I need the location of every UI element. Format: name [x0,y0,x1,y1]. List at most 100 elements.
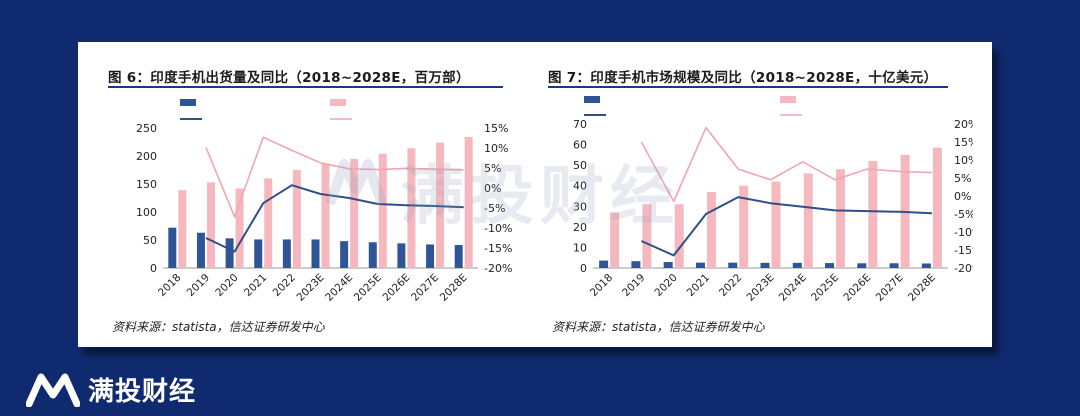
bar-smart [836,169,846,268]
bar-feature [254,239,263,268]
bar-feature [282,239,291,268]
x-tick-label: 2023E [295,272,327,304]
x-tick-label: 2020 [652,272,679,299]
bar-smart [610,212,620,268]
bar-feature [760,262,770,268]
x-tick-label: 2019 [620,272,647,299]
x-tick-label: 2027E [409,272,441,304]
right-chart-title: 图 7：印度手机市场规模及同比（2018~2028E，十亿美元） [548,70,938,86]
y2-tick-label: -10% [954,226,973,239]
y2-tick-label: -20% [954,262,973,275]
x-tick-label: 2024E [777,272,809,304]
bar-smart [642,204,652,268]
legend-swatch-bar-feature [584,96,600,103]
y-tick-label: 40 [573,180,587,193]
bar-feature [631,261,641,268]
bar-feature [368,242,377,268]
left-chart: 0 50 100 150 200 250 -20% -15% -10% -5% 0% 5% 10% 15%… [136,99,512,304]
bar-feature [921,263,931,268]
right-title-rule [548,86,948,88]
x-tick-label: 2027E [874,272,906,304]
y-tick-label: 70 [573,118,587,131]
y2-tick-label: 10% [484,142,508,155]
y2-tick-label: 20% [954,118,973,131]
bar-smart [674,204,684,268]
y-tick-label: 50 [143,234,157,247]
legend-swatch-bar-smart [330,99,346,106]
x-tick-label: 2019 [185,272,212,299]
bar-feature [426,244,435,268]
legend-swatch-bar-feature [180,99,196,106]
bar-feature [889,263,899,268]
brand-footer: 满投财经 [26,370,196,408]
brand-name: 满投财经 [88,376,197,407]
y2-tick-label: 5% [484,162,501,175]
y2-tick-label: -5% [954,208,973,221]
y2-tick-label: 10% [954,154,973,167]
y2-tick-label: -20% [484,262,512,275]
y-tick-label: 250 [136,122,157,135]
figure-card: 图 6：印度手机出货量及同比（2018~2028E，百万部） 0 50 100 150… [78,42,992,347]
y2-tick-label: 5% [954,172,971,185]
y2-tick-label: 0% [484,182,501,195]
bar-feature [311,239,320,268]
y2-tick-label: -15% [954,244,973,257]
bar-feature [340,241,349,268]
bar-smart [868,161,878,268]
bar-smart [292,170,301,268]
bar-smart [264,178,273,268]
y2-tick-label: 15% [484,122,508,135]
bar-feature [397,243,406,268]
bar-feature [196,232,205,268]
right-chart: 0 10 20 30 40 50 60 70 -20% -15% -10% -5% 0% 5% 10% 15%… [573,96,973,304]
x-tick-label: 2026E [380,272,412,304]
y-tick-label: 0 [580,262,587,275]
bar-smart [206,182,215,268]
bar-smart [739,185,749,268]
bar-smart [235,188,244,268]
y-tick-label: 10 [573,241,587,254]
bar-smart [350,158,359,268]
bar-smart [321,163,330,268]
left-chart-title: 图 6：印度手机出货量及同比（2018~2028E，百万部） [108,70,470,86]
bar-feature [728,262,738,268]
bar-smart [932,147,942,268]
y2-tick-label: -5% [484,202,505,215]
bar-smart [407,148,416,268]
y2-tick-label: 0% [954,190,971,203]
left-source-note: 资料来源：statista，信达证券研发中心 [112,320,325,334]
right-source-note: 资料来源：statista，信达证券研发中心 [552,320,765,334]
m-logo-icon [26,373,80,407]
y2-tick-label: 15% [954,136,973,149]
bar-smart [706,191,716,268]
bar-smart [178,190,187,268]
legend-swatch-bar-smart [780,96,796,103]
x-tick-label: 2018 [156,272,183,299]
y2-tick-label: -15% [484,242,512,255]
bar-feature [225,238,234,268]
x-tick-label: 2018 [588,272,615,299]
x-tick-label: 2021 [242,272,269,299]
y-tick-label: 200 [136,150,157,163]
x-tick-label: 2025E [809,272,841,304]
line-smart-yoy [205,136,464,218]
x-tick-label: 2026E [841,272,873,304]
x-tick-label: 2022 [717,272,744,299]
left-title-rule [108,86,503,88]
line-feature-yoy [640,196,932,257]
bar-smart [803,173,813,268]
line-feature-yoy [205,184,464,253]
bar-smart [771,181,781,268]
bar-feature [454,245,463,268]
line-smart-yoy [640,126,932,203]
bar-feature [695,262,705,268]
y-tick-label: 50 [573,159,587,172]
x-tick-label: 2021 [685,272,712,299]
x-tick-label: 2028E [438,272,470,304]
bar-feature [168,227,177,268]
bar-feature [663,262,673,268]
y2-tick-label: -10% [484,222,512,235]
y-tick-label: 150 [136,178,157,191]
y-tick-label: 60 [573,139,587,152]
y-tick-label: 100 [136,206,157,219]
